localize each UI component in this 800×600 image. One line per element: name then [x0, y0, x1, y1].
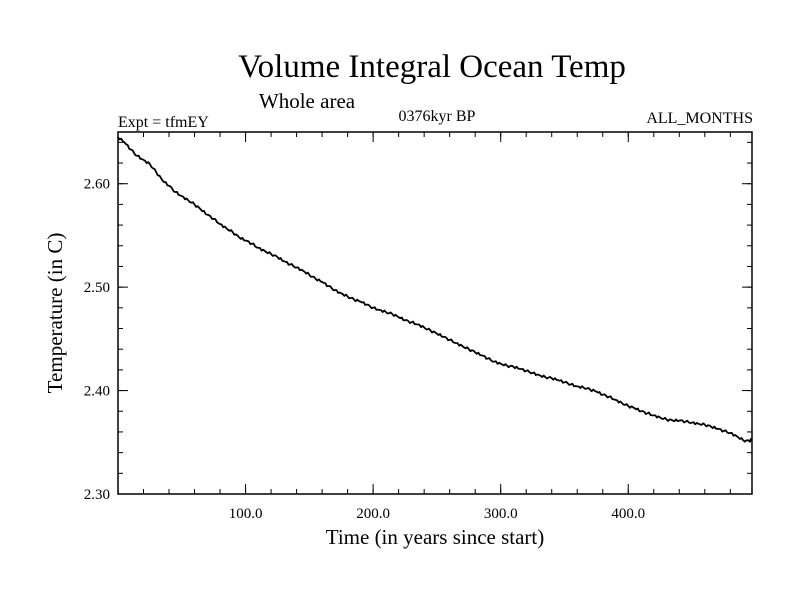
y-tick-label: 2.40 [84, 384, 110, 400]
y-tick-label: 2.50 [84, 280, 110, 296]
y-tick-label: 2.30 [84, 487, 110, 503]
annotation-left: Expt = tfmEY [118, 114, 209, 131]
series-line [117, 136, 753, 443]
chart-title: Volume Integral Ocean Temp [238, 49, 626, 85]
plot-frame [117, 131, 753, 495]
x-axis-label: Time (in years since start) [326, 525, 545, 549]
x-tick-label: 300.0 [484, 506, 518, 522]
tick-labels: 100.0 200.0 300.0 400.0 2.30 2.40 2.50 2.60 [84, 177, 645, 522]
x-tick-label: 200.0 [356, 506, 390, 522]
x-tick-label: 100.0 [229, 506, 263, 522]
y-tick-label: 2.60 [84, 177, 110, 193]
chart-subtitle: Whole area [259, 89, 356, 113]
y-axis-label: Temperature (in C) [43, 233, 67, 394]
annotation-center: 0376kyr BP [399, 108, 476, 125]
x-tick-label: 400.0 [611, 506, 645, 522]
annotation-right: ALL_MONTHS [646, 110, 753, 127]
axis-ticks [118, 132, 752, 495]
